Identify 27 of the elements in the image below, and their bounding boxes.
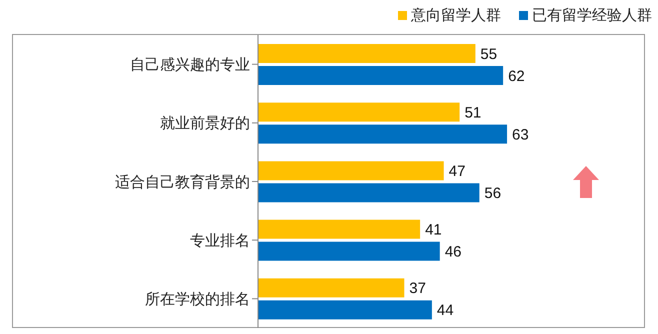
data-label: 63 (512, 126, 529, 144)
legend-label: 意向留学人群 (411, 6, 501, 25)
bar (258, 183, 480, 202)
y-tick-label: 自己感兴趣的专业 (130, 56, 250, 74)
legend-label: 已有留学经验人群 (532, 6, 652, 25)
data-label: 55 (480, 46, 498, 63)
bar (258, 300, 432, 320)
y-tick-label: 就业前景好的 (160, 115, 250, 132)
y-tick-label: 适合自己教育背景的 (115, 174, 250, 191)
data-label: 46 (444, 244, 462, 261)
data-label: 62 (508, 68, 525, 85)
data-label: 41 (425, 222, 442, 239)
data-label: 51 (464, 104, 482, 122)
data-label: 47 (448, 163, 466, 180)
bar (258, 102, 460, 122)
bar (258, 242, 440, 261)
bar (258, 220, 420, 239)
bar (258, 124, 508, 144)
bar (258, 278, 404, 298)
bar (258, 66, 504, 85)
data-label: 56 (484, 185, 502, 202)
bar (258, 161, 444, 180)
y-tick-label: 所在学校的排名 (145, 291, 250, 308)
data-label: 37 (409, 280, 426, 298)
bar (258, 44, 476, 63)
y-tick-label: 专业排名 (190, 232, 250, 250)
data-label: 44 (436, 302, 454, 320)
